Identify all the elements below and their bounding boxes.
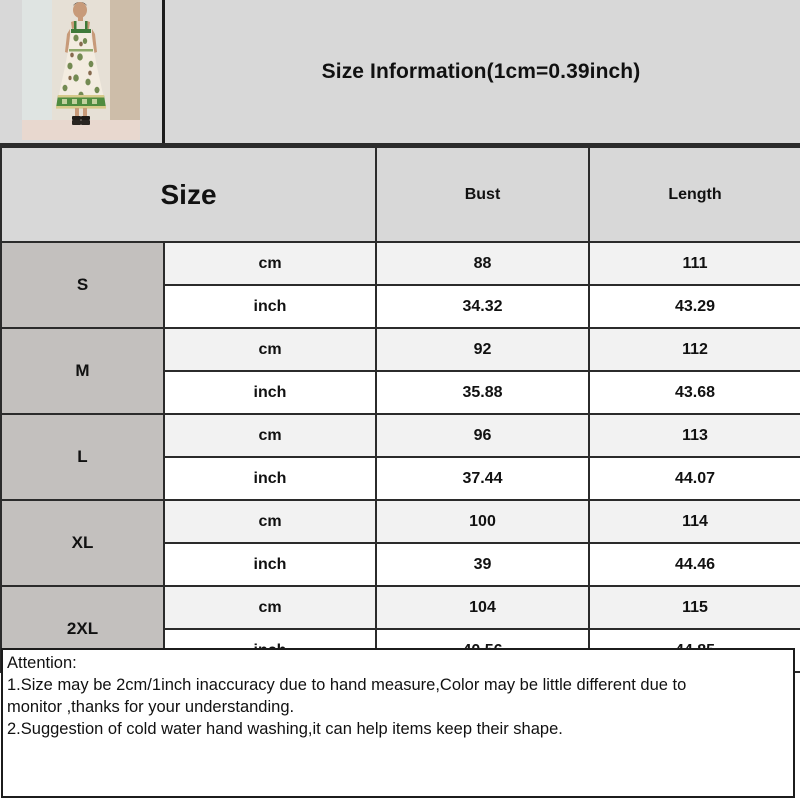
table-row: inch 39 44.46	[1, 542, 800, 587]
product-thumbnail-illustration	[22, 0, 140, 140]
bust-value-cell: 39	[375, 542, 590, 587]
table-row: M cm 92 112	[0, 327, 800, 415]
unit-cell: cm	[163, 585, 377, 630]
table-header-row: Size Bust Length	[0, 146, 800, 243]
bust-value-cell: 92	[375, 327, 590, 372]
bust-value-cell: 96	[375, 413, 590, 458]
table-row: 2XL cm 104 115	[0, 585, 800, 673]
bust-value-cell: 88	[375, 241, 590, 286]
bust-value-cell: 37.44	[375, 456, 590, 501]
bust-value-cell: 35.88	[375, 370, 590, 415]
size-label-cell: S	[0, 241, 165, 329]
unit-cell: cm	[163, 241, 377, 286]
bust-value-cell: 100	[375, 499, 590, 544]
length-value-cell: 44.07	[588, 456, 800, 501]
column-header-length: Length	[588, 146, 800, 243]
attention-line-3: 2.Suggestion of cold water hand washing,…	[7, 719, 563, 738]
bust-value-cell: 34.32	[375, 284, 590, 329]
length-value-cell: 44.46	[588, 542, 800, 587]
length-value-cell: 43.29	[588, 284, 800, 329]
bust-value-cell: 104	[375, 585, 590, 630]
product-thumbnail	[22, 0, 140, 140]
column-header-size: Size	[0, 146, 377, 243]
length-value-cell: 43.68	[588, 370, 800, 415]
unit-cell: cm	[163, 499, 377, 544]
unit-cell: inch	[163, 284, 377, 329]
unit-cell: inch	[163, 456, 377, 501]
unit-cell: inch	[163, 370, 377, 415]
length-value-cell: 111	[588, 241, 800, 286]
page-title: Size Information(1cm=0.39inch)	[162, 0, 800, 143]
length-value-cell: 113	[588, 413, 800, 458]
table-row: inch 37.44 44.07	[1, 456, 800, 501]
attention-line-2: monitor ,thanks for your understanding.	[7, 697, 295, 716]
page-title-text: Size Information(1cm=0.39inch)	[321, 59, 641, 83]
size-table: Size Bust Length S cm 88 111 inch 34.32 …	[0, 146, 800, 673]
column-header-size-label: Size	[160, 178, 217, 210]
unit-cell: cm	[163, 327, 377, 372]
attention-line-1: 1.Size may be 2cm/1inch inaccuracy due t…	[7, 675, 687, 694]
table-row: S cm 88 111	[0, 241, 800, 329]
unit-cell: inch	[163, 542, 377, 587]
size-label-cell: XL	[0, 499, 165, 587]
banner: Size Information(1cm=0.39inch)	[0, 0, 800, 146]
length-value-cell: 112	[588, 327, 800, 372]
table-row: inch 35.88 43.68	[1, 370, 800, 415]
table-row: XL cm 100 114	[0, 499, 800, 587]
banner-bottom-rule	[0, 143, 800, 146]
size-label-cell: M	[0, 327, 165, 415]
size-label-cell: L	[0, 413, 165, 501]
column-header-bust: Bust	[375, 146, 590, 243]
attention-heading: Attention:	[7, 654, 77, 672]
banner-vertical-divider	[162, 0, 165, 145]
table-row: L cm 96 113	[0, 413, 800, 501]
length-value-cell: 114	[588, 499, 800, 544]
length-value-cell: 115	[588, 585, 800, 630]
unit-cell: cm	[163, 413, 377, 458]
attention-note: Attention: 1.Size may be 2cm/1inch inacc…	[1, 648, 795, 798]
table-row: inch 34.32 43.29	[1, 284, 800, 329]
